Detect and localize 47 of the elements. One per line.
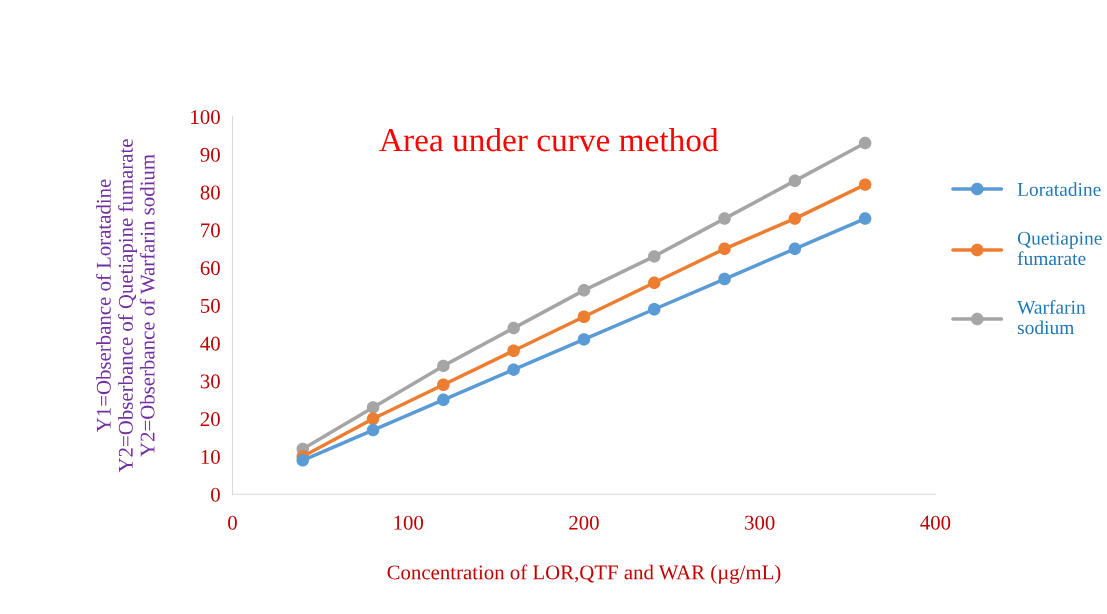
y-tick-label: 30 <box>200 374 220 389</box>
point <box>366 412 380 425</box>
point <box>577 284 591 297</box>
x-axis-title: Concentration of LOR,QTF and WAR (µg/mL) <box>387 564 781 584</box>
point <box>647 276 661 290</box>
y-tick-label: 70 <box>201 223 220 238</box>
point <box>788 212 802 225</box>
y-tick-label: 10 <box>201 449 220 464</box>
point <box>718 272 731 286</box>
point <box>718 212 731 225</box>
point <box>437 359 450 373</box>
point <box>647 250 661 263</box>
point <box>718 242 731 256</box>
y-tick-label: 100 <box>191 110 220 125</box>
y-tick-label: 90 <box>200 147 220 162</box>
y-tick-label: 0 <box>211 487 220 502</box>
point <box>858 212 872 225</box>
y-tick-label: 40 <box>200 336 220 351</box>
point <box>437 378 450 392</box>
point <box>507 363 520 376</box>
point <box>507 344 520 358</box>
point <box>366 401 380 414</box>
x-tick-label: 200 <box>569 515 599 530</box>
point <box>577 310 591 324</box>
y-tick-label: 50 <box>201 298 220 313</box>
chart-title: Area under curve method <box>379 127 719 152</box>
y-tick-label: 60 <box>200 261 220 276</box>
point <box>858 136 872 150</box>
y-tick-label: 20 <box>200 412 220 427</box>
point <box>647 302 661 316</box>
point <box>788 174 802 188</box>
y-tick-label: 80 <box>200 185 220 200</box>
point <box>858 178 872 191</box>
x-tick-label: 100 <box>394 515 424 530</box>
point <box>788 242 802 256</box>
x-tick-label: 0 <box>228 515 237 530</box>
x-tick-label: 400 <box>920 515 951 530</box>
point <box>437 393 450 407</box>
point <box>296 454 310 467</box>
legend-label: Quetiapine fumarate <box>1017 231 1102 266</box>
legend-label: Loratadine <box>1017 182 1101 196</box>
point <box>507 321 520 335</box>
y-axis-title: Y1=Obserbance of Loratadine Y2=Obserbance of Quetiapine fumarate Y2=Obserbance of Warfarin sodium <box>95 139 155 473</box>
x-tick-label: 300 <box>745 515 775 530</box>
point <box>577 333 591 346</box>
legend-label: Warfarin sodium <box>1017 299 1086 335</box>
point <box>366 423 380 437</box>
